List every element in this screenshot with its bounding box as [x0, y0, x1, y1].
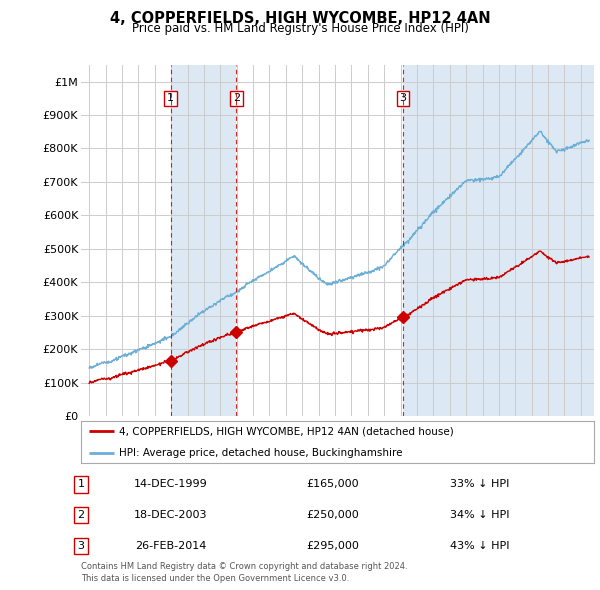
Text: 3: 3: [400, 93, 407, 103]
Text: Contains HM Land Registry data © Crown copyright and database right 2024.
This d: Contains HM Land Registry data © Crown c…: [81, 562, 407, 583]
Text: 1: 1: [167, 93, 174, 103]
Bar: [170, 65, 236, 416]
Text: 4, COPPERFIELDS, HIGH WYCOMBE, HP12 4AN: 4, COPPERFIELDS, HIGH WYCOMBE, HP12 4AN: [110, 11, 490, 25]
Text: 1: 1: [77, 480, 85, 489]
Text: 43% ↓ HPI: 43% ↓ HPI: [450, 541, 510, 550]
Bar: [403, 65, 594, 416]
Text: £295,000: £295,000: [307, 541, 359, 550]
Text: HPI: Average price, detached house, Buckinghamshire: HPI: Average price, detached house, Buck…: [119, 448, 403, 457]
Text: 2: 2: [233, 93, 240, 103]
Text: 18-DEC-2003: 18-DEC-2003: [134, 510, 208, 520]
Text: 33% ↓ HPI: 33% ↓ HPI: [451, 480, 509, 489]
Text: Price paid vs. HM Land Registry's House Price Index (HPI): Price paid vs. HM Land Registry's House …: [131, 22, 469, 35]
Text: 2: 2: [77, 510, 85, 520]
Text: 4, COPPERFIELDS, HIGH WYCOMBE, HP12 4AN (detached house): 4, COPPERFIELDS, HIGH WYCOMBE, HP12 4AN …: [119, 427, 454, 436]
Text: £165,000: £165,000: [307, 480, 359, 489]
Text: 34% ↓ HPI: 34% ↓ HPI: [450, 510, 510, 520]
Text: 3: 3: [77, 541, 85, 550]
Text: 26-FEB-2014: 26-FEB-2014: [136, 541, 206, 550]
Text: 14-DEC-1999: 14-DEC-1999: [134, 480, 208, 489]
Text: £250,000: £250,000: [307, 510, 359, 520]
